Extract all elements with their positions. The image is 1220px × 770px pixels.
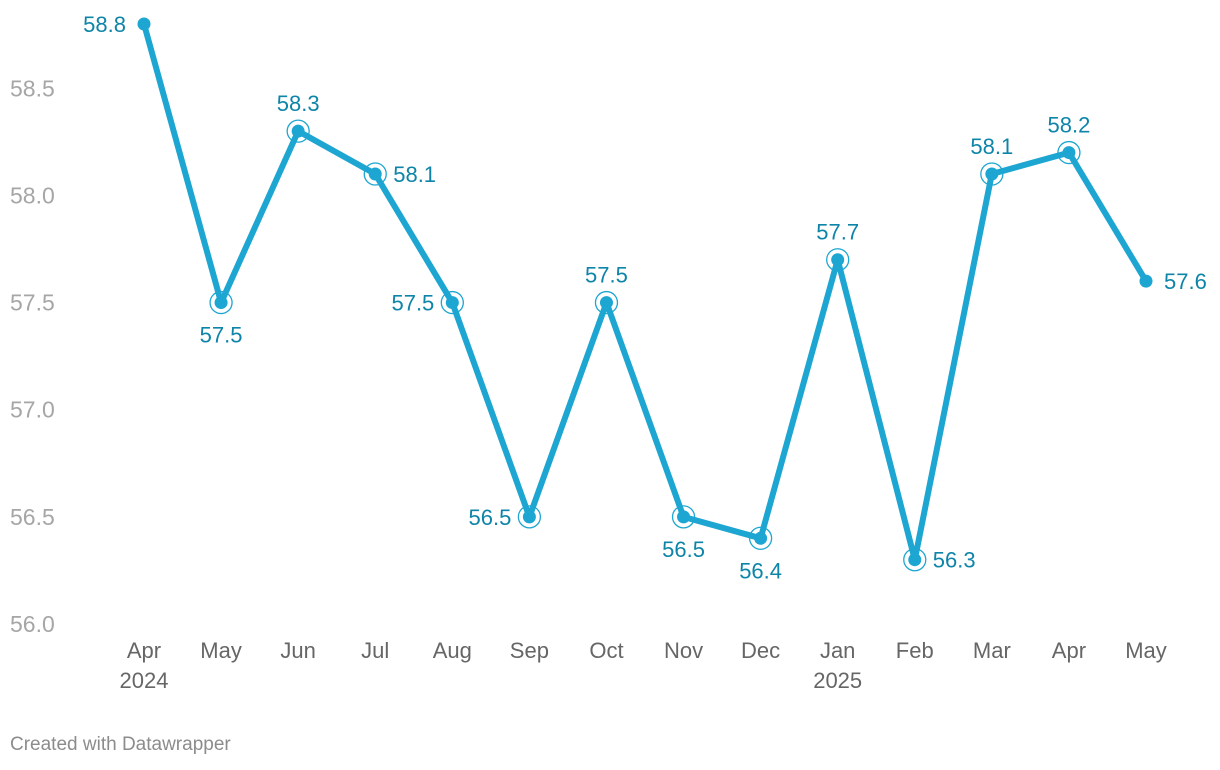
data-point <box>677 510 691 524</box>
x-tick-label: Apr <box>127 638 161 663</box>
data-point <box>291 124 305 138</box>
data-label: 57.7 <box>816 220 859 245</box>
x-tick-label: Feb <box>896 638 934 663</box>
data-point-ring <box>1057 140 1081 165</box>
data-point-ring <box>671 505 696 529</box>
x-tick-label: Mar <box>973 638 1011 663</box>
data-label: 57.5 <box>585 263 628 288</box>
data-point <box>1062 146 1076 160</box>
y-axis: 56.0 56.5 57.0 57.5 58.0 58.5 <box>10 75 55 637</box>
data-point-ring <box>594 290 619 315</box>
data-labels: 58.8 57.5 58.3 58.1 57.5 56.5 57.5 56.5 56.4 57.7… <box>83 12 1207 583</box>
x-tick-label: Jun <box>280 638 315 663</box>
data-point <box>599 296 613 310</box>
x-tick-label: May <box>1125 638 1167 663</box>
y-tick-label: 58.0 <box>10 182 55 208</box>
data-point <box>754 531 768 545</box>
x-tick-label: Jan <box>820 638 855 663</box>
data-label: 57.5 <box>200 323 243 348</box>
data-point <box>137 17 151 31</box>
data-point-ring <box>440 290 464 315</box>
y-tick-label: 56.5 <box>10 504 55 530</box>
y-tick-label: 56.0 <box>10 611 55 637</box>
data-point <box>831 253 845 267</box>
data-point-ring <box>363 162 387 186</box>
data-point-ring <box>980 162 1004 186</box>
data-point <box>522 510 536 524</box>
x-tick-label: Nov <box>664 638 703 663</box>
footer-credit: Created with Datawrapper <box>10 734 231 755</box>
data-points <box>137 17 1153 572</box>
data-point-ring <box>748 526 773 550</box>
data-label: 58.1 <box>393 162 436 187</box>
data-point <box>214 296 228 310</box>
x-tick-label: May <box>200 638 242 663</box>
data-label: 58.3 <box>277 91 320 116</box>
data-label: 58.2 <box>1048 113 1091 138</box>
data-label: 56.5 <box>662 537 705 562</box>
data-label: 58.1 <box>970 134 1013 159</box>
series-line <box>141 21 1149 563</box>
data-label: 57.5 <box>391 291 434 316</box>
x-tick-label: Jul <box>361 638 389 663</box>
x-axis: Apr 2024 May Jun Jul Aug Sep Oct Nov Dec Jan 2025 Fe… <box>120 638 1167 693</box>
x-tick-label: 2024 <box>120 668 169 693</box>
data-label: 57.6 <box>1164 269 1207 294</box>
y-tick-label: 58.5 <box>10 75 55 101</box>
data-point-ring <box>903 548 927 572</box>
data-point-ring <box>826 248 850 272</box>
x-tick-label: Apr <box>1052 638 1086 663</box>
x-tick-label: Dec <box>741 638 780 663</box>
data-point <box>368 167 382 181</box>
data-point <box>985 167 999 181</box>
data-point <box>1139 274 1153 288</box>
data-point-ring <box>286 119 310 143</box>
data-label: 56.3 <box>933 548 976 573</box>
data-point-ring <box>517 505 542 529</box>
y-tick-label: 57.5 <box>10 290 55 316</box>
data-point-ring <box>209 290 233 315</box>
data-point <box>908 553 922 567</box>
x-tick-label: Aug <box>433 638 472 663</box>
y-tick-label: 57.0 <box>10 397 55 423</box>
x-tick-label: 2025 <box>813 668 862 693</box>
x-tick-label: Sep <box>510 638 549 663</box>
data-label: 56.5 <box>469 505 512 530</box>
data-label: 58.8 <box>83 12 126 37</box>
data-point <box>445 296 459 310</box>
data-label: 56.4 <box>739 558 782 583</box>
line-chart: 56.0 56.5 57.0 57.5 58.0 58.5 Apr 2024 May Jun Ju… <box>10 12 1207 693</box>
x-tick-label: Oct <box>589 638 623 663</box>
